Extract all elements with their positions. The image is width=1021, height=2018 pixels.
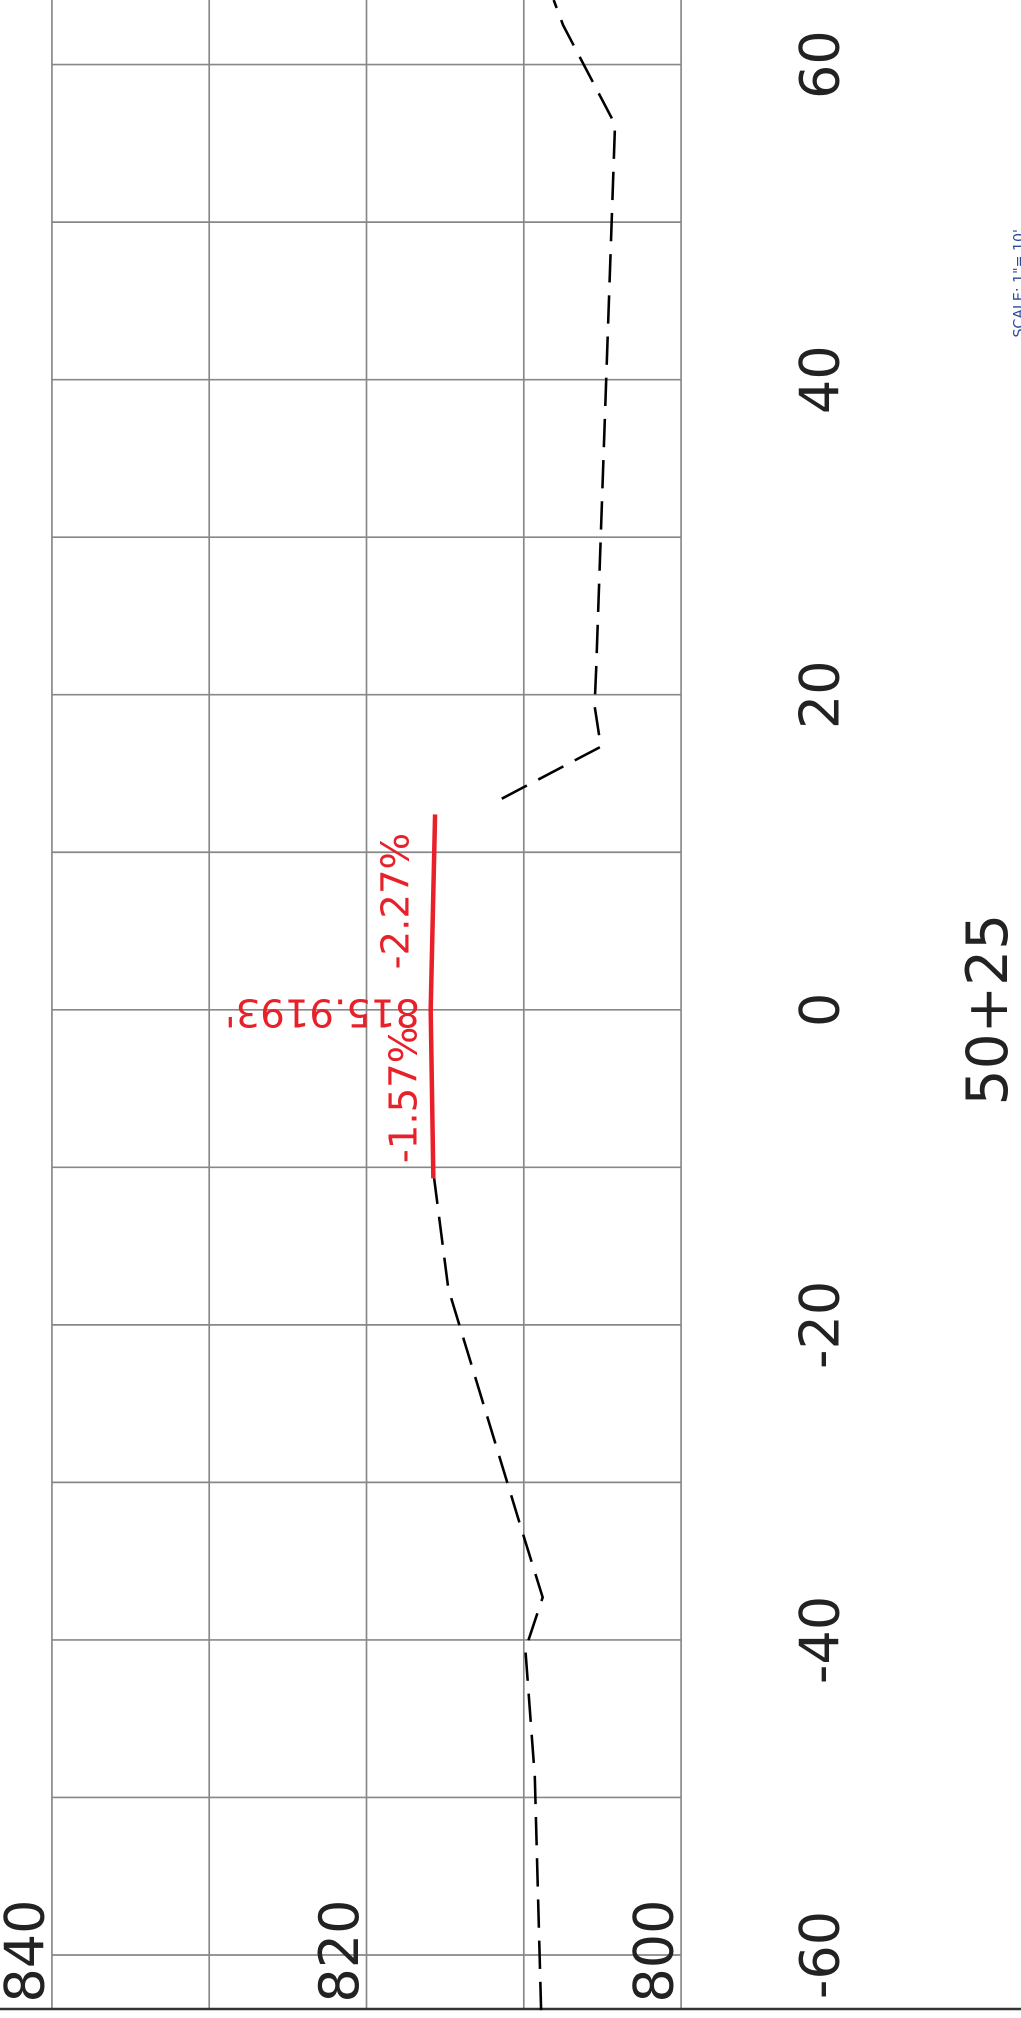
annotation: -2.27% bbox=[373, 833, 418, 970]
x-tick-label: 20 bbox=[789, 660, 852, 729]
y-tick-label: 800 bbox=[623, 1899, 686, 2002]
x-tick-label: 40 bbox=[789, 345, 852, 414]
x-tick-label: 0 bbox=[789, 993, 852, 1027]
y-tick-label: 840 bbox=[0, 1899, 56, 2002]
annotation: 815.9193' bbox=[225, 989, 420, 1034]
x-tick-label: -20 bbox=[789, 1281, 852, 1369]
x-tick-label: -40 bbox=[789, 1596, 852, 1684]
station-label: 50+25 bbox=[955, 914, 1021, 1106]
line-0 bbox=[432, 0, 617, 2011]
scale-note: SCALE: 1"= 10' bbox=[1012, 229, 1021, 337]
y-tick-label: 820 bbox=[308, 1899, 371, 2002]
x-tick-label: 60 bbox=[789, 30, 852, 99]
x-tick-label: -60 bbox=[789, 1911, 852, 1999]
annotation: -1.57% bbox=[381, 1027, 426, 1164]
line-1 bbox=[428, 814, 438, 1179]
